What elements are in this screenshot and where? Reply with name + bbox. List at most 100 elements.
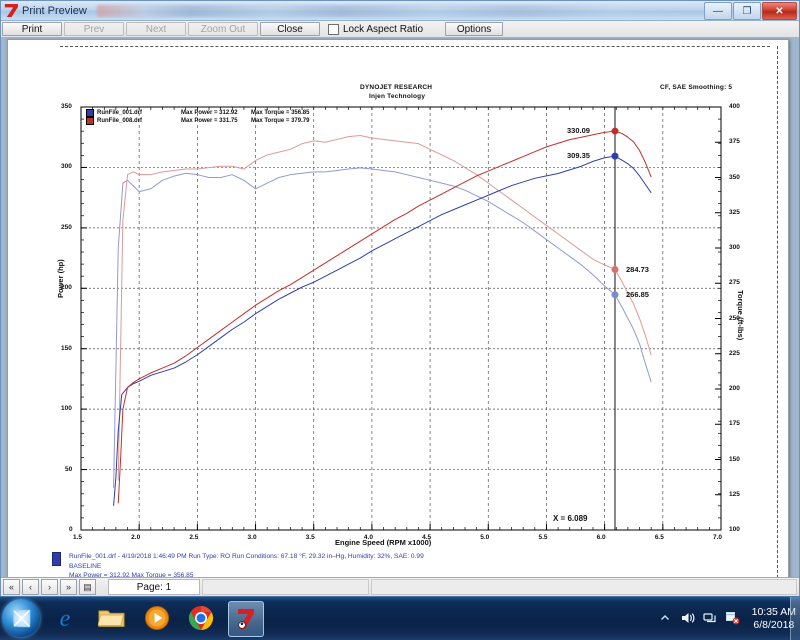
options-button[interactable]: Options bbox=[445, 22, 504, 36]
point-label-309.35: 309.35 bbox=[566, 151, 590, 161]
chart-cf-smoothing-note: CF, SAE Smoothing: 5 bbox=[660, 84, 733, 91]
y-tick-left-100: 100 bbox=[61, 405, 72, 413]
page-indicator: Page: 1 bbox=[108, 579, 200, 595]
y-axis-label-left: Power (hp) bbox=[56, 259, 65, 298]
y-tick-right-400: 400 bbox=[729, 103, 740, 110]
chart-run-details: RunFile_001.drf - 4/19/2018 1:46:49 PM R… bbox=[52, 552, 692, 577]
print-margin-right bbox=[777, 46, 778, 577]
prev-button[interactable]: Prev bbox=[64, 22, 124, 36]
chart-title: DYNOJET RESEARCH bbox=[360, 84, 433, 91]
x-axis-label: Engine Speed (RPM x1000) bbox=[335, 538, 432, 547]
point-label-284.73: 284.73 bbox=[625, 264, 649, 274]
run1-line2: BASELINE bbox=[69, 562, 102, 570]
point-label-330.09: 330.09 bbox=[566, 126, 590, 136]
y-tick-left-350: 350 bbox=[61, 103, 72, 110]
start-button[interactable] bbox=[2, 599, 40, 637]
page-setup-button[interactable]: ▤ bbox=[79, 579, 96, 595]
run1-line3: Max Power = 312.92 Max Torque = 356.85 bbox=[69, 572, 194, 577]
taskbar-item-dynojet[interactable] bbox=[228, 601, 264, 637]
next-page-button[interactable]: › bbox=[41, 579, 58, 595]
windows-logo-icon bbox=[12, 609, 30, 627]
action-center-icon[interactable] bbox=[725, 611, 740, 626]
lock-aspect-ratio-checkbox[interactable]: Lock Aspect Ratio bbox=[322, 21, 431, 37]
windows-taskbar: e bbox=[0, 596, 800, 640]
legend-maxtorque-run1: Max Torque = 356.85 bbox=[251, 110, 310, 116]
legend-swatch-run2 bbox=[86, 117, 94, 125]
show-desktop-button[interactable] bbox=[790, 597, 800, 640]
chart-plot-area bbox=[80, 106, 722, 531]
taskbar-item-media-player[interactable] bbox=[140, 601, 174, 635]
x-tick-3.0: 3.0 bbox=[247, 534, 257, 541]
y-tick-right-375: 375 bbox=[729, 138, 740, 146]
taskbar-item-internet-explorer[interactable]: e bbox=[48, 601, 82, 635]
preview-toolbar: Print Prev Next Zoom Out Close Lock Aspe… bbox=[1, 21, 799, 38]
y-tick-left-250: 250 bbox=[61, 223, 72, 231]
preview-paper: DYNOJET RESEARCH Injen Technology CF, SA… bbox=[7, 39, 789, 577]
checkbox-box[interactable] bbox=[328, 23, 339, 35]
legend-swatch-run1 bbox=[86, 109, 94, 117]
taskbar-item-google-chrome[interactable] bbox=[184, 601, 218, 635]
svg-text:e: e bbox=[60, 606, 71, 632]
x-tick-5.5: 5.5 bbox=[538, 534, 548, 541]
point-label-266.85: 266.85 bbox=[625, 289, 649, 299]
maximize-button[interactable]: ❐ bbox=[733, 2, 761, 20]
legend-file-run2: RunFile_008.drf bbox=[97, 118, 143, 124]
first-page-button[interactable]: « bbox=[3, 579, 20, 595]
y-tick-right-300: 300 bbox=[729, 244, 740, 251]
dynojet-seven-icon bbox=[238, 609, 254, 629]
x-tick-5.0: 5.0 bbox=[480, 534, 490, 541]
windows-explorer-icon bbox=[98, 610, 125, 627]
lock-aspect-ratio-label: Lock Aspect Ratio bbox=[343, 23, 424, 35]
next-button[interactable]: Next bbox=[126, 22, 186, 36]
y-tick-right-125: 125 bbox=[729, 490, 740, 498]
system-tray: 10:35 AM 6/8/2018 bbox=[659, 597, 796, 640]
print-preview-window: Print Preview — ❐ ✕ Print Prev Next Zoom… bbox=[0, 0, 800, 597]
minimize-button[interactable]: — bbox=[704, 2, 732, 20]
statusbar-cell-2 bbox=[371, 579, 797, 595]
top-legend-row: RunFile_001.drf Max Power = 312.92 Max T… bbox=[86, 109, 309, 117]
internet-explorer-icon: e bbox=[59, 606, 71, 632]
y-tick-left-0: 0 bbox=[69, 526, 73, 533]
x-tick-2.5: 2.5 bbox=[189, 534, 199, 541]
dynojet-seven-icon bbox=[4, 4, 18, 17]
y-tick-left-300: 300 bbox=[61, 163, 72, 171]
x-tick-1.5: 1.5 bbox=[73, 534, 83, 541]
y-tick-right-275: 275 bbox=[729, 279, 740, 287]
run-swatch-run1 bbox=[52, 552, 61, 566]
preview-statusbar: « ‹ › » ▤ Page: 1 bbox=[1, 577, 799, 596]
run1-line1: RunFile_001.drf - 4/19/2018 1:46:49 PM R… bbox=[69, 553, 424, 560]
y-tick-right-325: 325 bbox=[729, 208, 740, 216]
media-player-icon bbox=[145, 606, 169, 630]
y-tick-right-175: 175 bbox=[729, 420, 740, 428]
clock-time: 10:35 AM bbox=[751, 605, 796, 618]
dyno-chart: DYNOJET RESEARCH Injen Technology CF, SA… bbox=[8, 40, 788, 577]
x-tick-4.0: 4.0 bbox=[363, 534, 373, 541]
chart-subtitle: Injen Technology bbox=[369, 93, 426, 100]
y-tick-right-250: 250 bbox=[729, 314, 740, 322]
y-tick-right-200: 200 bbox=[729, 385, 740, 392]
window-titlebar: Print Preview — ❐ ✕ bbox=[1, 1, 799, 21]
last-page-button[interactable]: » bbox=[60, 579, 77, 595]
cursor-x-label: X = 6.089 bbox=[553, 514, 588, 523]
close-preview-button[interactable]: Close bbox=[260, 22, 320, 36]
clock-date: 6/8/2018 bbox=[753, 618, 795, 631]
prev-page-button[interactable]: ‹ bbox=[22, 579, 39, 595]
window-controls: — ❐ ✕ bbox=[704, 2, 797, 20]
volume-icon[interactable] bbox=[681, 611, 696, 626]
statusbar-cell-1 bbox=[202, 579, 369, 595]
y-tick-right-100: 100 bbox=[729, 526, 740, 533]
print-button[interactable]: Print bbox=[2, 22, 62, 36]
x-tick-6.0: 6.0 bbox=[596, 534, 606, 541]
show-hidden-icons-icon[interactable] bbox=[659, 611, 674, 626]
legend-maxpower-run1: Max Power = 312.92 bbox=[181, 110, 238, 116]
close-button[interactable]: ✕ bbox=[762, 2, 797, 20]
taskbar-item-windows-explorer[interactable] bbox=[95, 601, 129, 635]
print-margin-top bbox=[60, 46, 770, 47]
taskbar-clock[interactable]: 10:35 AM 6/8/2018 bbox=[752, 606, 796, 632]
x-tick-7.0: 7.0 bbox=[713, 534, 723, 541]
zoom-out-button[interactable]: Zoom Out bbox=[188, 22, 258, 36]
x-tick-6.5: 6.5 bbox=[654, 534, 664, 541]
preview-scroll-area[interactable]: DYNOJET RESEARCH Injen Technology CF, SA… bbox=[1, 37, 799, 577]
x-tick-3.5: 3.5 bbox=[305, 534, 315, 541]
network-icon[interactable] bbox=[703, 611, 718, 626]
